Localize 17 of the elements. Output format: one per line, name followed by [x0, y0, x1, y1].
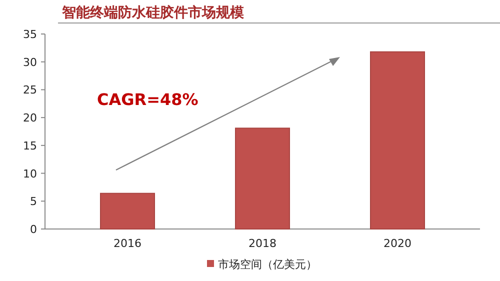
y-tick-label: 5 [30, 195, 37, 208]
bar [235, 128, 290, 230]
y-tick-label: 30 [23, 56, 37, 69]
bar [100, 192, 155, 230]
bar [370, 51, 425, 230]
y-tick-label: 20 [23, 112, 37, 125]
x-tick-label: 2018 [248, 237, 276, 250]
y-tick-label: 10 [23, 167, 37, 180]
y-tick-label: 0 [30, 223, 37, 236]
y-tick-label: 25 [23, 84, 37, 97]
x-tick-label: 2016 [114, 237, 142, 250]
annotation: CAGR=48% [97, 90, 198, 109]
legend-label: 市场空间（亿美元） [218, 258, 317, 271]
chart-title: 智能终端防水硅胶件市场规模 [61, 4, 245, 21]
y-tick-label: 15 [23, 139, 37, 152]
y-tick-label: 35 [23, 28, 37, 41]
x-tick-label: 2020 [384, 237, 412, 250]
